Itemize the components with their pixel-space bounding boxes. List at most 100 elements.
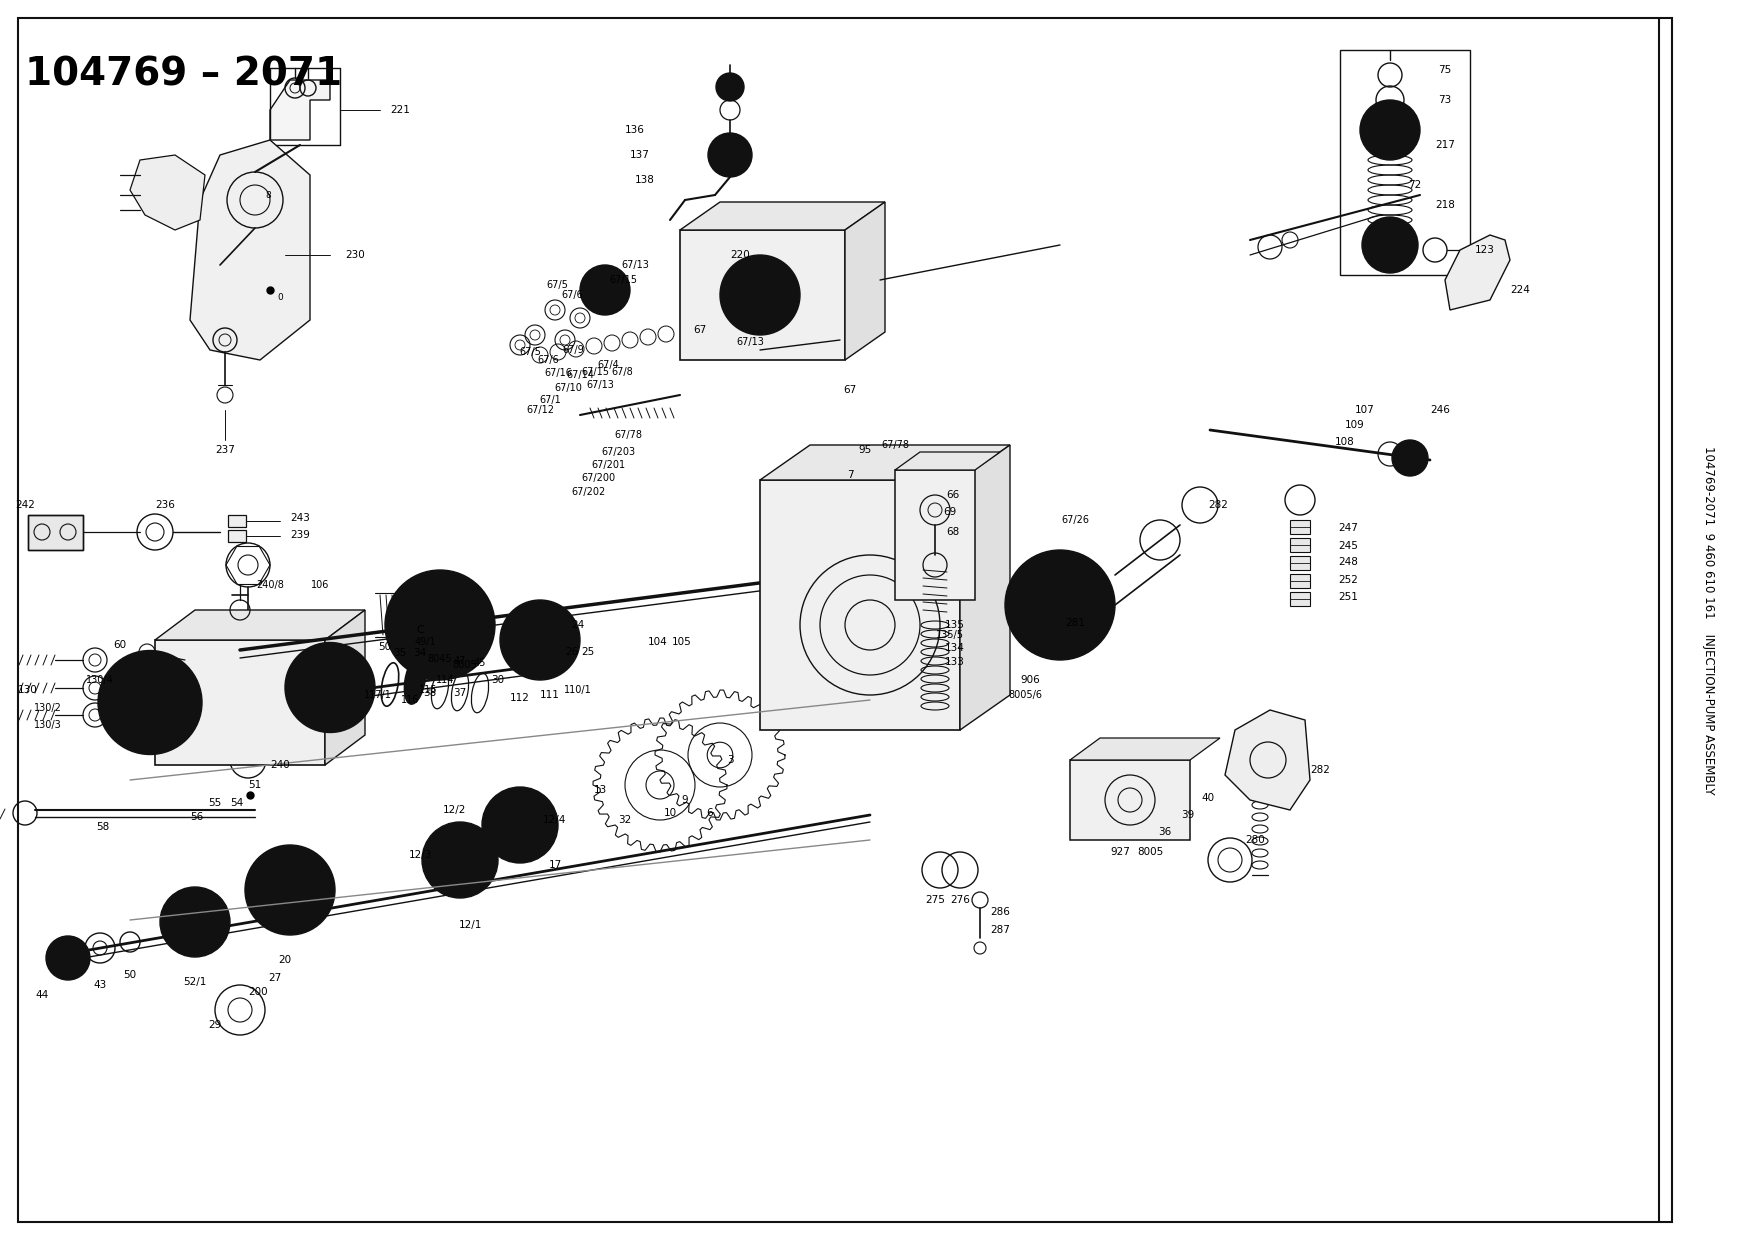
Circle shape (384, 570, 495, 680)
Text: 67/14: 67/14 (567, 370, 595, 379)
Circle shape (423, 822, 498, 898)
Text: 252: 252 (1338, 575, 1358, 585)
Text: 66: 66 (947, 490, 959, 500)
Text: 104769-2071  9 460 610 161    INJECTION-PUMP ASSEMBLY: 104769-2071 9 460 610 161 INJECTION-PUMP… (1703, 445, 1715, 795)
Text: 51: 51 (249, 780, 261, 790)
Text: 36: 36 (1158, 827, 1172, 837)
Text: 68: 68 (947, 527, 959, 537)
Text: 130/4: 130/4 (86, 675, 114, 684)
Text: 38: 38 (423, 688, 437, 698)
Text: 224: 224 (1510, 285, 1529, 295)
Text: 35: 35 (393, 649, 407, 658)
Text: 6: 6 (707, 808, 714, 818)
Text: 8: 8 (265, 191, 270, 200)
Text: 67/8: 67/8 (610, 367, 633, 377)
Bar (28, 515, 82, 551)
Text: 111: 111 (540, 689, 560, 701)
Bar (1289, 556, 1310, 570)
Circle shape (482, 787, 558, 863)
Bar (1340, 50, 1470, 275)
Text: 107: 107 (1356, 405, 1375, 415)
Text: 130: 130 (18, 684, 39, 694)
Text: 248: 248 (1338, 557, 1358, 567)
Text: 67/4: 67/4 (596, 360, 619, 370)
Text: 8045: 8045 (428, 653, 453, 663)
Text: 30: 30 (491, 675, 505, 684)
Bar (228, 529, 246, 542)
Text: 67/5: 67/5 (519, 347, 540, 357)
Text: 243: 243 (289, 513, 310, 523)
Text: 114: 114 (435, 675, 454, 684)
Bar (1289, 538, 1310, 552)
Text: 67/6: 67/6 (537, 355, 560, 365)
Text: 58: 58 (96, 822, 109, 832)
Text: 287: 287 (989, 925, 1010, 935)
Text: 43: 43 (93, 980, 107, 990)
Circle shape (1393, 440, 1428, 476)
Text: 906: 906 (1021, 675, 1040, 684)
Ellipse shape (405, 657, 426, 704)
Text: 37: 37 (453, 688, 467, 698)
Text: 50: 50 (123, 970, 137, 980)
Text: 286: 286 (989, 906, 1010, 918)
Text: 40: 40 (1201, 794, 1214, 804)
Polygon shape (681, 202, 886, 229)
Text: 230: 230 (346, 250, 365, 260)
Polygon shape (759, 480, 959, 730)
Text: 245: 245 (1338, 541, 1358, 551)
Text: 67/6: 67/6 (561, 290, 582, 300)
Text: 67/13: 67/13 (621, 260, 649, 270)
Text: 12/4: 12/4 (544, 815, 567, 825)
Polygon shape (759, 445, 1010, 480)
Text: 67/12: 67/12 (526, 405, 554, 415)
Polygon shape (130, 155, 205, 229)
Text: 13: 13 (593, 785, 607, 795)
Text: 67/78: 67/78 (881, 440, 909, 450)
Text: 135/5: 135/5 (937, 630, 965, 640)
Text: 75: 75 (1438, 64, 1452, 74)
Text: 44: 44 (35, 990, 49, 999)
Polygon shape (1445, 236, 1510, 310)
Text: 117/1: 117/1 (365, 689, 391, 701)
Text: 67/13: 67/13 (586, 379, 614, 391)
Circle shape (500, 600, 581, 680)
Text: 276: 276 (951, 895, 970, 905)
Polygon shape (845, 202, 886, 360)
Text: 39: 39 (1182, 810, 1194, 820)
Text: 67: 67 (693, 325, 707, 335)
Bar (1289, 520, 1310, 534)
Text: 24: 24 (572, 620, 584, 630)
Text: 67/1: 67/1 (538, 396, 561, 405)
Text: 104: 104 (649, 637, 668, 647)
Text: 246: 246 (1430, 405, 1451, 415)
Text: 217: 217 (1435, 140, 1454, 150)
Text: 237: 237 (216, 445, 235, 455)
Text: 55: 55 (209, 799, 221, 808)
Polygon shape (154, 610, 365, 640)
Text: 130/3: 130/3 (33, 720, 61, 730)
Text: C: C (416, 625, 424, 635)
Text: 137: 137 (630, 150, 651, 160)
Text: 67/13: 67/13 (737, 337, 765, 347)
Circle shape (98, 651, 202, 754)
Text: 67/5: 67/5 (545, 280, 568, 290)
Text: 67/15: 67/15 (609, 275, 637, 285)
Text: 27: 27 (268, 973, 282, 983)
Text: 123: 123 (1475, 246, 1494, 255)
Text: 116: 116 (402, 694, 419, 706)
Text: 275: 275 (924, 895, 945, 905)
Text: 220: 220 (730, 250, 751, 260)
Text: 25: 25 (581, 647, 595, 657)
Circle shape (709, 133, 752, 177)
Text: 26: 26 (565, 647, 579, 657)
Text: 130/2: 130/2 (33, 703, 61, 713)
Text: 282: 282 (1310, 765, 1330, 775)
Text: 134: 134 (945, 644, 965, 653)
Bar (1289, 591, 1310, 606)
Text: 8005: 8005 (1137, 847, 1163, 857)
Bar (154, 640, 324, 765)
Text: 17: 17 (549, 861, 561, 870)
Text: 73: 73 (1438, 95, 1452, 105)
Text: 56: 56 (191, 812, 203, 822)
Text: 251: 251 (1338, 591, 1358, 601)
